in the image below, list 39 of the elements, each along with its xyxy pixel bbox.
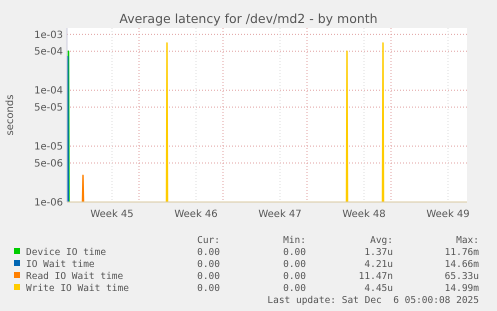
legend-label: Read IO Wait time — [26, 271, 124, 282]
text: 0.00 — [283, 247, 306, 258]
x-tick-label: Week 45 — [90, 209, 134, 220]
x-tick-label: Week 48 — [342, 209, 386, 220]
x-tick-label: Week 46 — [174, 209, 218, 220]
legend-label: IO Wait time — [26, 259, 95, 270]
x-tick-label: Week 47 — [258, 209, 302, 220]
y-tick-label: 1e-05 — [34, 142, 63, 153]
text: 0.00 — [197, 271, 220, 282]
text: Min: — [283, 235, 306, 246]
text: Avg: — [370, 235, 393, 246]
legend-label: Device IO time — [26, 247, 106, 258]
text: 14.66m — [444, 259, 480, 270]
text: Last update: Sat Dec 6 05:00:08 2025 — [267, 295, 479, 306]
text: 0.00 — [197, 247, 220, 258]
text: 4.21u — [364, 259, 393, 270]
text: 14.99m — [444, 283, 480, 294]
text: 0.00 — [283, 283, 306, 294]
text: Cur: — [197, 235, 220, 246]
text: 0.00 — [283, 259, 306, 270]
text: 1.37u — [364, 247, 393, 258]
y-tick-label: 5e-06 — [34, 158, 63, 170]
legend-label: Write IO Wait time — [26, 283, 130, 294]
y-tick-label: 1e-03 — [34, 30, 63, 41]
y-tick-label: 1e-04 — [34, 86, 63, 97]
x-tick-label: Week 49 — [426, 209, 470, 220]
text: 0.00 — [197, 283, 220, 294]
y-tick-label: 1e-06 — [34, 198, 63, 208]
y-axis-title: seconds — [5, 94, 16, 136]
text: 4.45u — [364, 283, 393, 294]
y-tick-label: 5e-04 — [34, 46, 63, 58]
text: 11.76m — [444, 247, 480, 258]
chart-title: Average latency for /dev/md2 - by month — [119, 11, 378, 26]
text: 0.00 — [197, 259, 220, 270]
text: 11.47n — [358, 271, 393, 282]
text: 0.00 — [283, 271, 306, 282]
text: 65.33u — [444, 271, 479, 282]
text: Max: — [456, 235, 479, 246]
y-tick-label: 5e-05 — [34, 102, 63, 114]
